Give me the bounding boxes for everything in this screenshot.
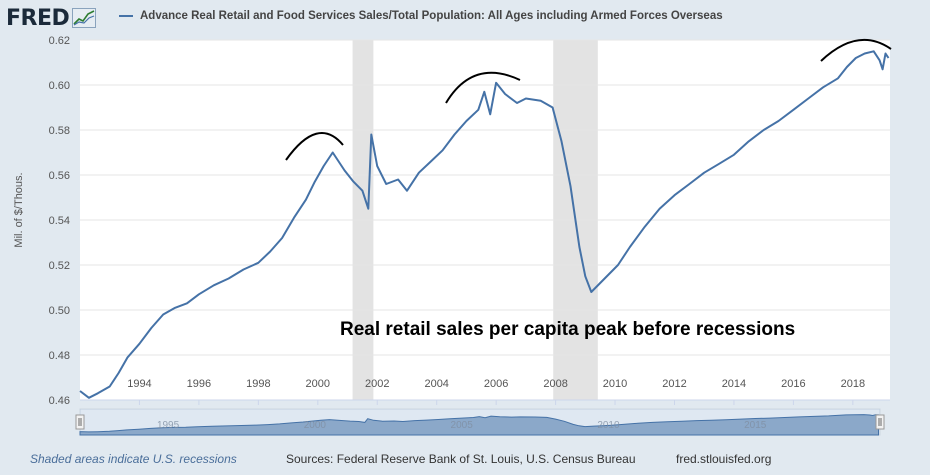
- x-tick-label: 1994: [127, 378, 151, 390]
- fred-logo-text: FRED: [6, 5, 70, 31]
- y-tick-label: 0.48: [49, 350, 70, 362]
- navigator-tick-label: 2005: [451, 420, 474, 431]
- y-tick-label: 0.54: [49, 215, 70, 227]
- y-axis-label: Mil. of $/Thous.: [13, 172, 25, 247]
- y-tick-label: 0.52: [49, 260, 70, 272]
- x-tick-label: 2012: [662, 378, 686, 390]
- y-tick-label: 0.60: [49, 80, 70, 92]
- series-line-0: [79, 50, 890, 399]
- range-navigator[interactable]: 1995 2000 2005 2010 2015: [75, 408, 885, 436]
- navigator-tick-labels: 1995 2000 2005 2010 2015: [157, 420, 767, 431]
- legend-label: Advance Real Retail and Food Services Sa…: [140, 10, 723, 22]
- y-tick-label: 0.56: [49, 170, 70, 182]
- x-tick-label: 2018: [841, 378, 865, 390]
- fred-graph-icon: [72, 8, 97, 28]
- y-tick-label: 0.62: [49, 35, 70, 47]
- navigator-tick-label: 2010: [597, 420, 620, 431]
- y-tick-label: 0.50: [49, 305, 70, 317]
- navigator-tick-label: 2000: [304, 420, 327, 431]
- x-tick-label: 2010: [603, 378, 627, 390]
- series-layer: [79, 50, 890, 399]
- fred-logo[interactable]: FRED: [6, 4, 97, 32]
- y-tick-label: 0.58: [49, 125, 70, 137]
- navigator-left-handle[interactable]: [75, 414, 85, 430]
- annotation-text: Real retail sales per capita peak before…: [340, 319, 795, 340]
- x-tick-label: 1996: [187, 378, 211, 390]
- x-tick-label: 2002: [365, 378, 389, 390]
- peak-arc-2000: [285, 132, 344, 161]
- fred-link[interactable]: fred.stlouisfed.org: [676, 452, 772, 466]
- x-axis: 1994 1996 1998 2000 2002 2004 2006 2008 2010 2012…: [80, 378, 890, 405]
- x-tick-label: 1998: [246, 378, 270, 390]
- navigator-right-handle[interactable]: [875, 414, 885, 430]
- x-tick-label: 2016: [781, 378, 805, 390]
- chart-legend: Advance Real Retail and Food Services Sa…: [119, 10, 723, 22]
- peak-arcs: [285, 38, 892, 161]
- x-tick-label: 2008: [543, 378, 567, 390]
- peak-arc-2018: [820, 38, 892, 62]
- navigator-tick-label: 1995: [157, 420, 180, 431]
- navigator-tick-label: 2015: [744, 420, 767, 431]
- x-tick-label: 2000: [306, 378, 330, 390]
- y-tick-label: 0.46: [49, 395, 70, 407]
- sources-note: Sources: Federal Reserve Bank of St. Lou…: [286, 452, 636, 466]
- x-tick-label: 2014: [722, 378, 746, 390]
- recession-note: Shaded areas indicate U.S. recessions: [30, 452, 237, 466]
- peak-arc-2006: [445, 71, 521, 104]
- navigator-series-area: [79, 414, 879, 436]
- y-axis: 0.46 0.48 0.50 0.52 0.54 0.56 0.58 0.60 0.62: [49, 35, 70, 407]
- legend-swatch: [119, 15, 133, 17]
- x-tick-label: 2004: [424, 378, 448, 390]
- x-tick-label: 2006: [484, 378, 508, 390]
